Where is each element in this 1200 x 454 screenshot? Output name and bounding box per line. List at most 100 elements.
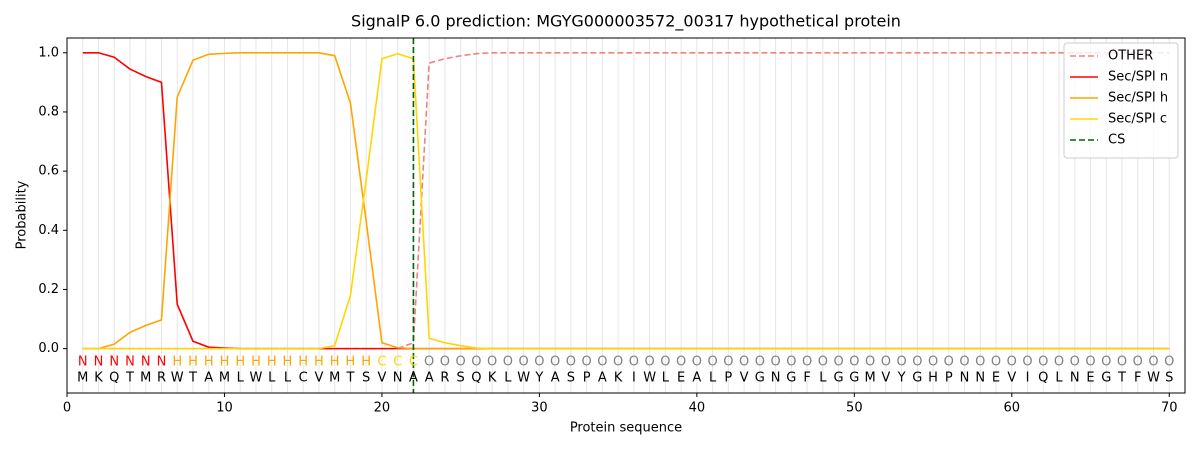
residue-label: Y (897, 371, 906, 386)
region-label: O (786, 354, 796, 369)
residue-label: Q (1038, 371, 1048, 386)
residue-label: V (377, 371, 386, 386)
residue-label: L (284, 371, 292, 386)
region-label: O (912, 354, 922, 369)
region-label: C (393, 354, 402, 369)
residue-label: Q (471, 371, 481, 386)
residue-label: W (643, 371, 656, 386)
region-label: O (660, 354, 670, 369)
residue-label: W (517, 371, 530, 386)
y-tick-label: 0.8 (38, 104, 59, 119)
region-label: O (597, 354, 607, 369)
region-label: O (1133, 354, 1143, 369)
x-axis-label: Protein sequence (570, 421, 682, 436)
y-axis-label: Probability (15, 180, 30, 249)
region-label: O (471, 354, 481, 369)
residue-label: G (849, 371, 859, 386)
region-label: O (723, 354, 733, 369)
residue-label: V (740, 371, 749, 386)
region-label: O (1101, 354, 1111, 369)
residue-label: G (1101, 371, 1111, 386)
residue-label: L (237, 371, 245, 386)
region-label: O (833, 354, 843, 369)
region-label: O (865, 354, 875, 369)
series-line (82, 51, 1170, 350)
residue-label: W (1147, 371, 1160, 386)
y-tick-label: 0.2 (38, 282, 59, 297)
residue-label: L (709, 371, 717, 386)
residue-label: Q (109, 371, 119, 386)
residue-label: A (409, 371, 418, 386)
residue-label: E (1086, 371, 1094, 386)
region-label: O (928, 354, 938, 369)
x-tick-label: 40 (689, 401, 706, 416)
residue-label: V (314, 371, 323, 386)
legend-label: CS (1108, 133, 1125, 148)
residue-label: T (125, 371, 134, 386)
y-tick-label: 0.4 (38, 223, 59, 238)
region-label: N (141, 354, 151, 369)
residue-label: L (662, 371, 670, 386)
legend-box (1063, 42, 1179, 159)
region-label: N (78, 354, 88, 369)
residue-label: A (425, 371, 434, 386)
residue-label: M (77, 371, 88, 386)
region-label: O (818, 354, 828, 369)
region-label: N (125, 354, 135, 369)
region-label: O (519, 354, 529, 369)
residue-label: N (1070, 371, 1080, 386)
residue-label: S (567, 371, 575, 386)
residue-label: K (614, 371, 623, 386)
region-label: O (896, 354, 906, 369)
region-label: H (172, 354, 182, 369)
residue-label: R (157, 371, 166, 386)
region-label: O (550, 354, 560, 369)
residue-label: G (755, 371, 765, 386)
region-label: O (424, 354, 434, 369)
residue-label: L (819, 371, 827, 386)
region-label: H (314, 354, 324, 369)
residue-label: T (188, 371, 197, 386)
chart-title: SignalP 6.0 prediction: MGYG000003572_00… (351, 12, 901, 32)
region-label: O (1054, 354, 1064, 369)
region-label: O (566, 354, 576, 369)
region-label: O (456, 354, 466, 369)
y-tick-label: 1.0 (38, 45, 59, 60)
region-label: N (109, 354, 119, 369)
x-tick-label: 10 (216, 401, 233, 416)
region-label: O (770, 354, 780, 369)
region-label: H (251, 354, 261, 369)
residue-label: G (786, 371, 796, 386)
y-tick-label: 0.6 (38, 164, 59, 179)
residue-label: L (1055, 371, 1063, 386)
region-label: O (582, 354, 592, 369)
residue-label: N (975, 371, 985, 386)
residue-label: T (345, 371, 354, 386)
residue-label: S (1165, 371, 1173, 386)
residue-label: A (204, 371, 213, 386)
region-label: O (1070, 354, 1080, 369)
residue-label: S (457, 371, 465, 386)
region-label: H (220, 354, 230, 369)
series-line (82, 51, 1170, 350)
residue-label: T (1117, 371, 1126, 386)
x-tick-label: 0 (63, 401, 71, 416)
region-label: H (204, 354, 214, 369)
residue-label: S (362, 371, 370, 386)
region-label: O (676, 354, 686, 369)
region-label: O (645, 354, 655, 369)
residue-label: M (140, 371, 151, 386)
residue-label: N (771, 371, 781, 386)
region-label: H (346, 354, 356, 369)
region-label: O (975, 354, 985, 369)
residue-label: R (440, 371, 449, 386)
residue-label: H (928, 371, 938, 386)
residue-label: N (393, 371, 403, 386)
region-label: N (94, 354, 104, 369)
residue-label: W (250, 371, 263, 386)
residue-label: E (677, 371, 685, 386)
region-label: O (849, 354, 859, 369)
residue-label: I (1026, 371, 1030, 386)
residue-label: N (960, 371, 970, 386)
region-label: O (503, 354, 513, 369)
